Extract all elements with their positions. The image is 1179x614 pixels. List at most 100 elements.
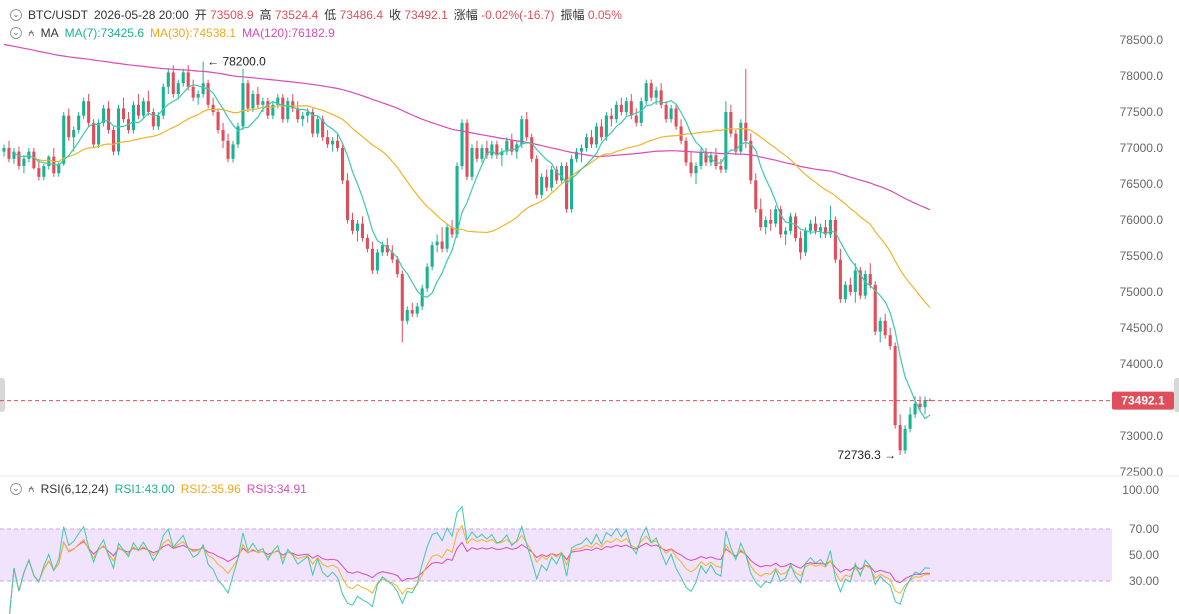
left-scroll-handle[interactable] [0, 378, 5, 412]
candle-body [121, 108, 126, 120]
candle-body [415, 306, 419, 314]
candle-body [256, 94, 260, 105]
candle-body [510, 140, 514, 152]
candle-body [395, 259, 399, 274]
candle-body [231, 144, 235, 159]
collapse-chevron-icon[interactable]: ⌄ [10, 8, 22, 21]
candle-body [62, 115, 66, 164]
candle-body [400, 274, 404, 321]
candle-body [176, 83, 180, 94]
candle-body [146, 101, 150, 112]
candle-body [500, 151, 504, 156]
candle-body [111, 130, 116, 152]
candle-body [525, 119, 529, 138]
price-tick-label: 77500.0 [1120, 105, 1164, 119]
candle-body [918, 403, 922, 408]
candle-body [505, 140, 509, 152]
candle-body [654, 90, 658, 98]
candle-body [355, 223, 360, 231]
candle-body [326, 137, 330, 145]
candle-body [739, 122, 743, 152]
candle-body [490, 144, 494, 156]
candle-body [749, 140, 753, 181]
candle-body [704, 151, 708, 163]
candle-body [808, 223, 813, 231]
candle-body [639, 101, 643, 123]
candle-body [380, 245, 384, 253]
candle-body [883, 320, 887, 336]
candle-body [898, 425, 902, 451]
ma30-line [33, 105, 931, 309]
candle-body [629, 101, 633, 116]
candle-body [321, 119, 325, 138]
alert-bell-icon[interactable]: ⍲ [28, 26, 35, 39]
candle-body [186, 72, 190, 87]
candle-body [385, 245, 389, 253]
ma-collapse-chevron-icon[interactable]: ⌄ [10, 27, 22, 39]
price-tick-label: 72500.0 [1120, 465, 1164, 479]
low-marker-label: 72736.3 → [837, 448, 896, 462]
candle-body [211, 104, 215, 112]
candle-body [744, 122, 748, 141]
candle-body [614, 104, 618, 120]
candle-body [799, 238, 803, 253]
candle-body [659, 90, 663, 105]
candle-body [928, 400, 932, 401]
price-tick-label: 78500.0 [1120, 33, 1164, 47]
candle-body [714, 155, 718, 166]
rsi-alert-bell-icon[interactable]: ⍲ [28, 482, 35, 495]
candle-body [136, 104, 140, 116]
candle-body [604, 115, 608, 138]
rsi1-legend: RSI1:43.00 [114, 482, 175, 496]
candle-body [679, 126, 683, 141]
rsi-collapse-chevron-icon[interactable]: ⌄ [10, 483, 22, 495]
high-label: 高 [259, 8, 272, 22]
candle-body [465, 122, 469, 177]
candle-body [425, 266, 429, 289]
candle-body [156, 115, 160, 127]
ma120-legend: MA(120):76182.9 [242, 26, 335, 40]
candle-body [515, 144, 519, 152]
open-label: 开 [194, 8, 207, 22]
symbol-label: BTC/USDT [28, 7, 88, 22]
candle-body [833, 220, 837, 260]
candle-body [291, 101, 295, 109]
rsi-label: RSI(6,12,24) [40, 482, 109, 496]
right-scroll-handle[interactable] [1174, 378, 1179, 412]
candle-body [17, 151, 21, 166]
candle-body [350, 220, 355, 231]
rsi-legend: ⌄ ⍲ RSI(6,12,24) RSI1:43.00 RSI2:35.96 R… [10, 482, 307, 496]
candle-body [848, 284, 852, 292]
candle-body [266, 101, 270, 116]
rsi-tick-label: 30.00 [1129, 574, 1159, 588]
candle-body [365, 238, 369, 249]
candle-body [37, 168, 41, 177]
candle-body [540, 176, 544, 195]
ma7-legend: MA(7):73425.6 [64, 26, 144, 40]
candle-body [77, 115, 81, 130]
candle-body [579, 148, 584, 152]
price-tick-label: 76500.0 [1120, 177, 1164, 191]
close-label: 收 [389, 8, 402, 22]
candle-body [435, 241, 439, 246]
ohlc-header: ⌄ BTC/USDT 2026-05-28 20:00 开 73508.9 高 … [10, 6, 622, 23]
candle-body [161, 86, 165, 116]
candle-body [475, 148, 479, 159]
candle-body [166, 72, 170, 87]
high-value: 73524.4 [274, 8, 319, 22]
candle-body [221, 130, 225, 141]
open-value: 73508.9 [210, 8, 254, 22]
change-label: 涨幅 [453, 8, 478, 22]
candle-body [480, 148, 484, 159]
candle-body [246, 83, 250, 109]
price-tick-label: 77000.0 [1120, 141, 1164, 155]
candle-body [460, 122, 464, 166]
candle-body [2, 148, 6, 152]
candle-body [82, 101, 86, 116]
amplitude-value: 0.05% [587, 8, 622, 22]
candle-body [286, 101, 290, 120]
ma-legend: ⌄ ⍲ MA MA(7):73425.6 MA(30):74538.1 MA(1… [10, 26, 335, 40]
candle-body [7, 148, 11, 159]
candle-body [674, 108, 678, 127]
